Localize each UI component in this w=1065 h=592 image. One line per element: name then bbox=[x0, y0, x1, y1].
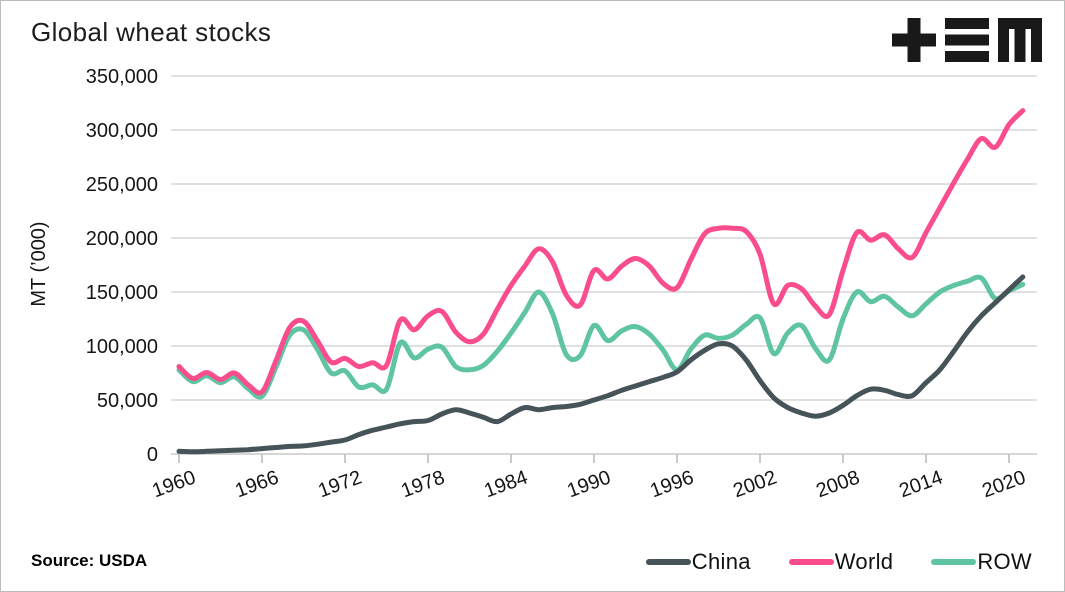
y-tick-label: 350,000 bbox=[86, 66, 158, 88]
x-tick-label: 1966 bbox=[232, 466, 281, 502]
y-axis-title: MT (’000) bbox=[28, 221, 50, 306]
y-tick-label: 50,000 bbox=[97, 390, 158, 412]
legend-item-world: World bbox=[788, 549, 894, 575]
legend-label: World bbox=[834, 549, 894, 574]
x-tick-label: 2008 bbox=[813, 466, 862, 502]
legend-swatch-world bbox=[788, 559, 834, 565]
legend-item-row: ROW bbox=[931, 549, 1032, 575]
y-tick-label: 250,000 bbox=[86, 174, 158, 196]
legend-item-china: China bbox=[645, 549, 751, 575]
series-line-china bbox=[176, 274, 1026, 455]
logo-triple-bar-icon bbox=[945, 18, 989, 62]
series-line-world bbox=[176, 108, 1026, 396]
x-tick-label: 2014 bbox=[896, 466, 945, 502]
y-tick-label: 150,000 bbox=[86, 282, 158, 304]
logo-plus-icon bbox=[892, 18, 936, 62]
series-line-row bbox=[176, 274, 1026, 400]
source-note: Source: USDA bbox=[31, 551, 148, 570]
x-tick-label: 1978 bbox=[398, 466, 447, 502]
legend-swatch-row bbox=[931, 559, 977, 565]
logo-m-icon bbox=[998, 18, 1042, 62]
x-tick-label: 1990 bbox=[564, 466, 613, 502]
x-tick-label: 1984 bbox=[481, 466, 530, 502]
legend-swatch-china bbox=[645, 559, 691, 565]
y-tick-label: 200,000 bbox=[86, 228, 158, 250]
tem-logo bbox=[892, 17, 1042, 63]
x-tick-label: 1972 bbox=[315, 466, 364, 502]
y-tick-label: 300,000 bbox=[86, 120, 158, 142]
y-tick-label: 100,000 bbox=[86, 336, 158, 358]
x-tick-label: 2002 bbox=[730, 466, 779, 502]
x-tick-label: 1996 bbox=[647, 466, 696, 502]
chart-legend: China World ROW bbox=[645, 549, 1032, 575]
x-tick-label: 1960 bbox=[149, 466, 198, 502]
page-title: Global wheat stocks bbox=[31, 17, 272, 47]
legend-label: China bbox=[691, 549, 751, 574]
y-tick-label: 0 bbox=[147, 444, 158, 466]
x-tick-label: 2020 bbox=[979, 466, 1028, 502]
legend-label: ROW bbox=[977, 549, 1032, 574]
